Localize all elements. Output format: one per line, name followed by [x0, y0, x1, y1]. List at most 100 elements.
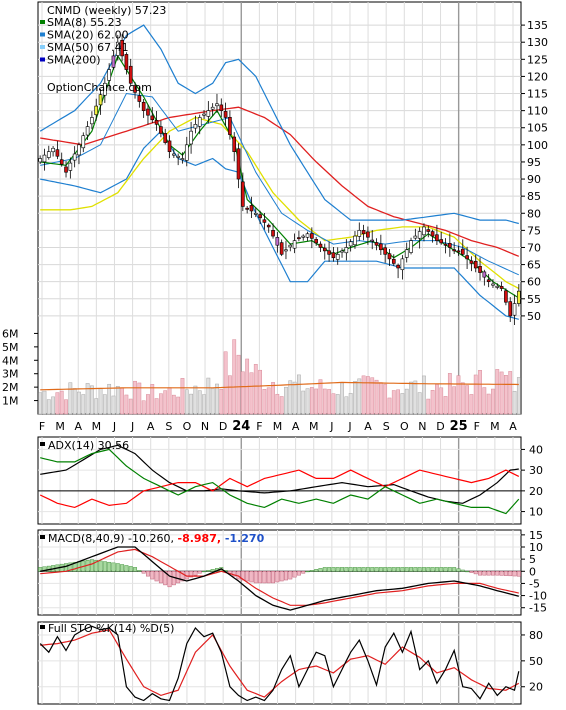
macd-histogram-bar [145, 571, 150, 577]
macd-histogram-bar [154, 571, 159, 582]
macd-histogram-bar [296, 571, 301, 576]
candle-body [310, 233, 314, 239]
candle-body [443, 243, 448, 246]
x-axis-label: N [201, 420, 209, 433]
price-tick-label: 90 [527, 173, 541, 186]
macd-histogram-bar [361, 567, 366, 572]
volume-tick-label: 2M [2, 381, 19, 394]
bollinger-upper-line [39, 24, 519, 225]
macd-histogram-bar [426, 567, 431, 572]
volume-bar [240, 371, 245, 415]
candle-body [465, 255, 469, 260]
candle-body [297, 237, 301, 240]
macd-histogram-bar [262, 571, 267, 584]
sma8-line [40, 54, 520, 299]
volume-bar [210, 388, 215, 415]
volume-bar [452, 386, 457, 415]
volume-bar [297, 374, 301, 415]
macd-histogram-bar [340, 567, 345, 572]
macd-histogram-bar [387, 567, 392, 572]
macd-line [40, 546, 519, 611]
macd-histogram-bar [275, 571, 280, 583]
macd-panel-tick-label: 0 [529, 565, 536, 578]
macd-histogram-bar [314, 569, 319, 572]
candle-body [469, 260, 474, 264]
price-tick-label: 125 [527, 53, 548, 66]
macd-histogram-bar [460, 569, 465, 572]
x-axis-label: M [92, 420, 102, 433]
volume-bar [90, 385, 94, 415]
legend-swatch [40, 57, 45, 62]
bollinger-lower-line [40, 130, 519, 320]
macd-histogram-bar [318, 568, 323, 572]
candle-body [77, 144, 81, 156]
macd-histogram-bar [335, 567, 340, 572]
volume-bar [443, 396, 448, 415]
candle-body [202, 113, 206, 116]
candle-body [124, 54, 129, 70]
volume-bar [249, 372, 254, 415]
candle-body [167, 140, 172, 152]
stochastic-title: Full STO %K(14) %D(5) [48, 622, 174, 635]
volume-bar [124, 394, 129, 415]
macd-histogram-bar [486, 571, 491, 576]
volume-bar [400, 393, 405, 415]
x-axis-label: F [256, 420, 262, 433]
adx-panel-tick-label: 10 [529, 506, 543, 519]
macd-histogram-bar [206, 570, 211, 572]
volume-tick-label: 3M [2, 368, 19, 381]
macd-histogram-bar [348, 567, 353, 572]
candle-body [103, 82, 107, 96]
stochastic-panel: 20 50 80 Full STO %K(14) %D(5) [37, 621, 543, 705]
candle-body [404, 249, 409, 258]
sma50-red-line [40, 106, 520, 257]
candle-body [150, 115, 155, 121]
candle-body [357, 230, 362, 237]
volume-bar [435, 384, 439, 415]
price-tick-label: 50 [527, 310, 541, 323]
x-axis-label: A [292, 420, 300, 433]
adx-panel-tick-label: 40 [529, 443, 543, 456]
x-axis-label: O [183, 420, 192, 433]
macd-histogram-bar [499, 571, 504, 576]
volume-bar [150, 384, 155, 415]
macd-histogram-bar [417, 567, 422, 572]
volume-bar [55, 392, 60, 415]
volume-bar [482, 387, 487, 415]
adx-panel-tick-label: 30 [529, 464, 543, 477]
volume-bar [46, 399, 51, 415]
candle-body [478, 265, 482, 273]
candle-body [417, 231, 422, 239]
volume-tick-label: 5M [2, 341, 19, 354]
legend-swatch [40, 32, 45, 37]
macd-histogram-bar [193, 571, 198, 576]
x-axis-label: S [383, 420, 390, 433]
macd-histogram-bar [503, 571, 508, 576]
volume-bar [439, 387, 444, 415]
macd-histogram-bar [283, 571, 288, 581]
volume-bar [370, 377, 375, 415]
volume-bar [189, 393, 193, 415]
volume-tick-label: 6M [2, 327, 19, 340]
volume-bar [478, 370, 482, 415]
volume-bar [361, 375, 366, 415]
candle-body [435, 234, 439, 241]
x-axis-label: A [364, 420, 372, 433]
price-tick-label: 60 [527, 276, 541, 289]
macd-histogram-bar [447, 567, 452, 572]
candle-body [495, 285, 500, 288]
macd-histogram-bar [98, 560, 103, 572]
macd-histogram-bar [482, 571, 487, 576]
candle-body [383, 247, 387, 255]
candle-body [85, 126, 90, 136]
candle-body [448, 243, 452, 248]
candle-body [499, 286, 504, 289]
x-axis-label: F [39, 420, 45, 433]
candle-body [111, 55, 116, 68]
price-tick-label: 95 [527, 156, 541, 169]
macd-histogram-bar [94, 560, 99, 572]
volume-bar [353, 381, 357, 415]
candle-body [491, 283, 495, 286]
